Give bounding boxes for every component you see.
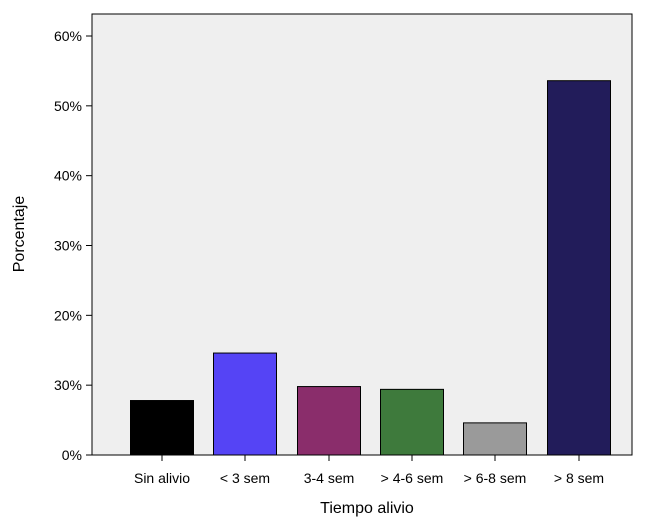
- bar-4: [463, 422, 527, 456]
- x-tick-label: > 4-6 sem: [381, 470, 444, 486]
- y-tick-label: 30%: [54, 238, 82, 254]
- bar-5: [547, 80, 611, 456]
- y-tick-label: 40%: [54, 168, 82, 184]
- bar-3: [380, 388, 444, 456]
- bar-1: [213, 352, 277, 456]
- y-tick-label: 60%: [54, 28, 82, 44]
- bars: [130, 80, 611, 456]
- x-tick-label: 3-4 sem: [304, 470, 355, 486]
- x-axis: Sin alivio < 3 sem 3-4 sem > 4-6 sem > 6-8 s…: [134, 455, 604, 486]
- x-tick-label: < 3 sem: [220, 470, 270, 486]
- x-tick-label: > 8 sem: [554, 470, 604, 486]
- plot-area: [91, 13, 633, 456]
- y-tick-label: 20%: [54, 307, 82, 323]
- x-tick-label: > 6-8 sem: [464, 470, 527, 486]
- y-axis-label: Porcentaje: [11, 196, 28, 273]
- bar-0: [130, 400, 194, 456]
- bar-2: [297, 386, 361, 456]
- y-tick-label: 50%: [54, 98, 82, 114]
- y-tick-label: 30%: [54, 377, 82, 393]
- x-axis-label: Tiempo alivio: [320, 500, 414, 517]
- x-tick-label: Sin alivio: [134, 470, 190, 486]
- y-axis: 0% 30% 20% 30% 40% 50% 60%: [54, 28, 92, 463]
- y-tick-label: 0%: [62, 447, 82, 463]
